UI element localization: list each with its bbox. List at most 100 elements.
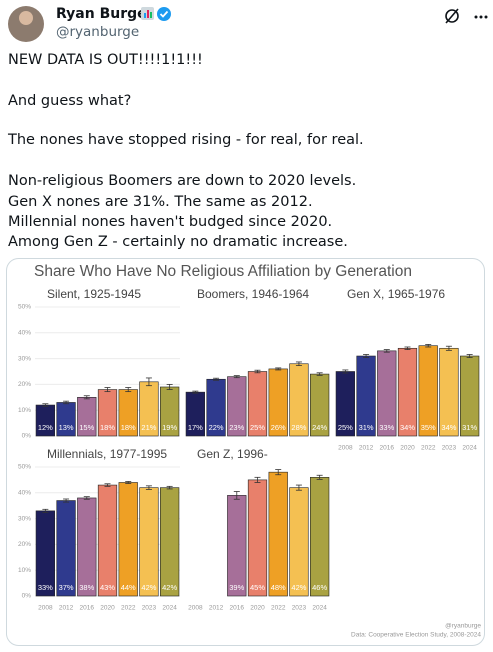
value-label: 42% bbox=[162, 583, 177, 592]
value-label: 25% bbox=[250, 423, 265, 432]
bar bbox=[289, 487, 309, 597]
bar bbox=[77, 497, 97, 597]
error-bar bbox=[275, 367, 282, 371]
error-bar bbox=[275, 469, 282, 476]
error-bar bbox=[145, 377, 152, 387]
value-label: 34% bbox=[400, 423, 415, 432]
figure-credit: @ryanburge bbox=[445, 623, 481, 630]
x-tick-label: 2016 bbox=[380, 445, 395, 452]
value-label: 18% bbox=[100, 423, 115, 432]
error-bar bbox=[295, 484, 302, 491]
panel-title: Gen X, 1965-1976 bbox=[347, 287, 445, 301]
value-label: 35% bbox=[421, 423, 436, 432]
x-tick-label: 2024 bbox=[162, 605, 177, 612]
panel-title: Millennials, 1977-1995 bbox=[47, 447, 167, 461]
value-label: 12% bbox=[38, 423, 53, 432]
error-bar bbox=[213, 377, 220, 381]
y-tick-label: 50% bbox=[18, 304, 31, 311]
error-bar bbox=[63, 498, 70, 503]
author-name[interactable]: Ryan Burge bbox=[56, 6, 147, 22]
x-tick-label: 2023 bbox=[292, 605, 307, 612]
error-bar bbox=[192, 390, 199, 394]
value-label: 21% bbox=[141, 423, 156, 432]
bar bbox=[118, 482, 138, 597]
x-tick-label: 2020 bbox=[250, 605, 265, 612]
value-label: 45% bbox=[250, 583, 265, 592]
bar bbox=[160, 487, 180, 597]
value-label: 44% bbox=[121, 583, 136, 592]
error-bar bbox=[145, 485, 152, 490]
error-bar bbox=[42, 508, 49, 513]
bar bbox=[247, 479, 268, 597]
tweet-line: Non-religious Boomers are down to 2020 l… bbox=[8, 173, 356, 189]
panel-title: Gen Z, 1996- bbox=[197, 447, 268, 461]
error-bar bbox=[295, 361, 302, 366]
error-bar bbox=[166, 383, 173, 390]
emoji-bar bbox=[147, 10, 149, 18]
more-dot bbox=[484, 15, 488, 19]
bar bbox=[56, 500, 76, 597]
y-tick-label: 10% bbox=[18, 407, 31, 414]
x-tick-label: 2023 bbox=[142, 605, 157, 612]
avatar-face bbox=[19, 11, 33, 25]
figure-title: Share Who Have No Religious Affiliation … bbox=[34, 263, 412, 280]
value-label: 31% bbox=[462, 423, 477, 432]
tweet-line: Gen X nones are 31%. The same as 2012. bbox=[8, 194, 313, 210]
error-bar bbox=[233, 375, 240, 379]
error-bar bbox=[125, 481, 132, 484]
value-label: 28% bbox=[291, 423, 306, 432]
error-bar bbox=[233, 491, 240, 500]
verified-check bbox=[159, 10, 169, 18]
tweet-line: The nones have stopped rising - for real… bbox=[7, 132, 364, 148]
x-tick-label: 2008 bbox=[38, 605, 53, 612]
value-label: 24% bbox=[312, 423, 327, 432]
bar bbox=[139, 487, 159, 597]
value-label: 31% bbox=[359, 423, 374, 432]
error-bar bbox=[83, 496, 90, 500]
x-tick-label: 2012 bbox=[359, 445, 374, 452]
error-bar bbox=[363, 354, 370, 358]
y-tick-label: 0% bbox=[22, 433, 32, 440]
emoji-bar bbox=[150, 12, 152, 18]
panel-title: Boomers, 1946-1964 bbox=[197, 287, 309, 301]
value-label: 23% bbox=[229, 423, 244, 432]
tweet-line: And guess what? bbox=[8, 93, 131, 109]
x-tick-label: 2020 bbox=[400, 445, 415, 452]
value-label: 22% bbox=[209, 423, 224, 432]
tweet-line: NEW DATA IS OUT!!!!1!1!!! bbox=[8, 52, 203, 68]
error-bar bbox=[466, 354, 473, 358]
figure-source: Data: Cooperative Election Study, 2008-2… bbox=[351, 632, 481, 639]
error-bar bbox=[83, 395, 90, 400]
error-bar bbox=[425, 344, 432, 348]
error-bar bbox=[316, 474, 323, 480]
more-dot[interactable] bbox=[474, 15, 478, 19]
error-bar bbox=[104, 483, 111, 487]
y-tick-label: 0% bbox=[22, 593, 32, 600]
value-label: 43% bbox=[100, 583, 115, 592]
error-bar bbox=[42, 403, 49, 407]
value-label: 34% bbox=[441, 423, 456, 432]
y-tick-label: 20% bbox=[18, 381, 31, 388]
value-label: 25% bbox=[338, 423, 353, 432]
value-label: 13% bbox=[59, 423, 74, 432]
error-bar bbox=[383, 349, 390, 353]
value-label: 26% bbox=[271, 423, 286, 432]
y-tick-label: 50% bbox=[18, 464, 31, 471]
error-bar bbox=[342, 369, 349, 374]
value-label: 15% bbox=[79, 423, 94, 432]
x-tick-label: 2022 bbox=[421, 445, 436, 452]
x-tick-label: 2008 bbox=[338, 445, 353, 452]
verified-badge bbox=[157, 7, 171, 21]
tweet-line: Among Gen Z - certainly no dramatic incr… bbox=[8, 234, 348, 250]
value-label: 39% bbox=[229, 583, 244, 592]
x-tick-label: 2022 bbox=[121, 605, 136, 612]
x-tick-label: 2012 bbox=[209, 605, 224, 612]
grok-icon[interactable] bbox=[445, 9, 459, 23]
grok-icon-slash bbox=[445, 8, 459, 24]
error-bar bbox=[404, 346, 411, 350]
author-handle[interactable]: @ryanburge bbox=[56, 24, 139, 40]
panel-title: Silent, 1925-1945 bbox=[47, 287, 141, 301]
value-label: 33% bbox=[38, 583, 53, 592]
value-label: 19% bbox=[162, 423, 177, 432]
